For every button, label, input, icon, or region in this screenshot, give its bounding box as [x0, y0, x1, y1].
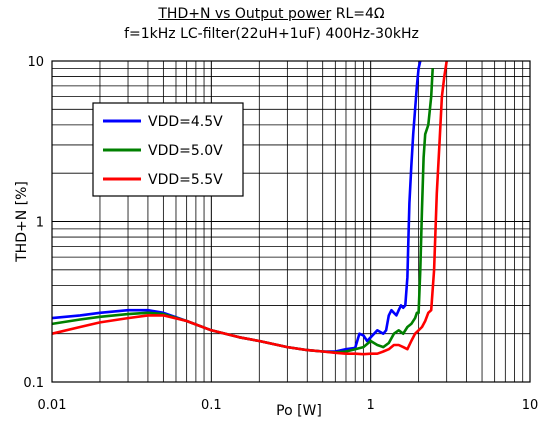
tick-labels: 0.01 0.1 1 10 0.1 1 10	[23, 55, 538, 413]
legend-label-2: VDD=5.0V	[148, 143, 223, 159]
chart-title-main: THD+N vs Output power	[158, 6, 332, 22]
chart-title-load: RL=4Ω	[335, 6, 385, 22]
y-tick-label: 10	[27, 55, 44, 70]
y-tick-label: 0.1	[23, 376, 44, 391]
series-group	[51, 60, 448, 356]
y-tick-label: 1	[36, 216, 44, 231]
x-tick-label: 0.01	[38, 398, 67, 413]
series-line-3	[51, 60, 448, 356]
legend: VDD=4.5V VDD=5.0V VDD=5.5V	[92, 102, 244, 197]
x-axis-label: Po [W]	[276, 403, 322, 419]
plot-frame	[51, 60, 531, 383]
chart-subtitle: f=1kHz LC-filter(22uH+1uF) 400Hz-30kHz	[124, 26, 419, 42]
x-tick-label: 1	[367, 398, 375, 413]
x-tick-label: 10	[522, 398, 539, 413]
y-axis-label: THD+N [%]	[14, 181, 30, 263]
legend-label-3: VDD=5.5V	[148, 172, 223, 188]
legend-label-1: VDD=4.5V	[148, 114, 223, 130]
x-tick-label: 0.1	[201, 398, 222, 413]
chart-title: THD+N vs Output power RL=4Ω	[0, 6, 543, 22]
